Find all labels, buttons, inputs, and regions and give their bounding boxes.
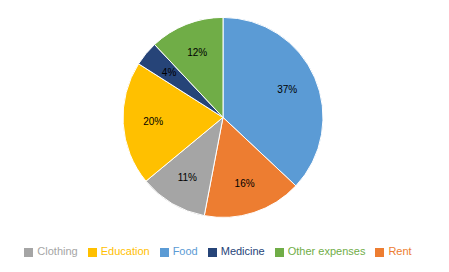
html-text:Education: Education [100,245,150,257]
svg-text:16%: 16% [235,178,255,189]
html-text:Clothing: Clothing [37,245,78,257]
svg-text:4%: 4% [162,67,177,78]
html-text:Rent: Rent [388,245,412,257]
svg-text:11%: 11% [178,172,197,183]
svg-text:20%: 20% [143,116,163,127]
svg-text:12%: 12% [187,47,207,58]
html-text:Medicine: Medicine [220,245,265,257]
svg-text:37%: 37% [277,84,297,95]
html-text:Food: Food [172,245,198,257]
html-text:Other expenses: Other expenses [287,245,366,257]
